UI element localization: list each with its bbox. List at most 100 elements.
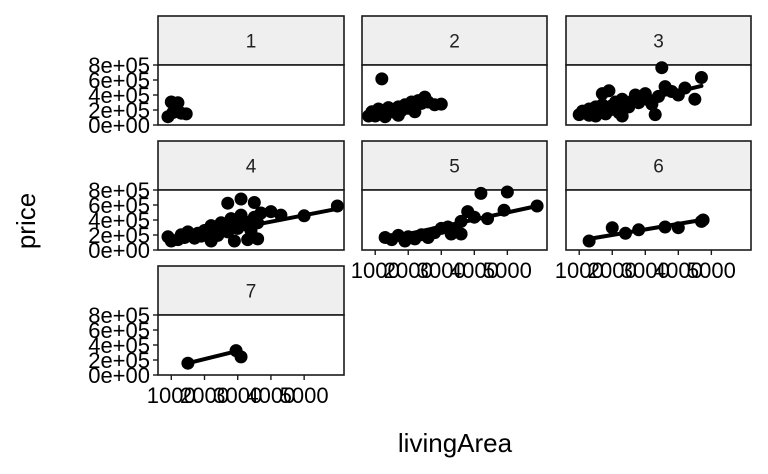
y-tick-label: 8e+05 — [88, 178, 150, 203]
y-tick-label: 0e+00 — [88, 363, 150, 388]
facet-strip-label: 5 — [449, 157, 460, 178]
data-point — [179, 107, 193, 121]
data-point — [694, 71, 708, 84]
data-point — [181, 356, 195, 370]
data-point — [671, 221, 685, 235]
data-point — [632, 223, 646, 237]
facet-strip — [157, 140, 345, 191]
data-point — [378, 110, 392, 124]
data-point — [658, 220, 672, 234]
data-point — [688, 92, 702, 106]
x-tick-label: 4000 — [246, 383, 295, 408]
y-tick-label: 2e+05 — [88, 98, 150, 123]
x-axis-title: livingArea — [398, 428, 513, 458]
data-point — [678, 81, 692, 95]
y-tick-label: 6e+05 — [88, 318, 150, 343]
x-tick-label: 3000 — [621, 258, 670, 283]
data-point — [602, 84, 616, 98]
data-point — [655, 61, 669, 75]
data-point — [264, 205, 278, 219]
x-tick-label: 2000 — [180, 383, 229, 408]
facet-strip — [157, 265, 345, 316]
x-tick-label: 5000 — [483, 258, 532, 283]
facet-strip-label: 2 — [449, 32, 460, 53]
data-point — [204, 234, 218, 248]
facet-strip — [565, 15, 752, 66]
data-point — [171, 96, 185, 110]
data-point — [605, 221, 619, 235]
data-point — [391, 108, 405, 122]
data-point — [530, 199, 544, 213]
y-tick-label: 6e+05 — [88, 68, 150, 93]
data-point — [500, 185, 514, 199]
data-point — [251, 232, 265, 246]
x-tick-label: 5000 — [280, 383, 329, 408]
data-point — [582, 234, 596, 248]
data-point — [434, 97, 448, 111]
data-point — [618, 226, 632, 240]
data-point — [251, 216, 265, 230]
data-point — [696, 213, 710, 227]
x-tick-label: 4000 — [654, 258, 703, 283]
x-tick-label: 1000 — [351, 258, 400, 283]
data-point — [247, 196, 261, 209]
y-tick-label: 8e+05 — [88, 303, 150, 328]
y-tick-label: 0e+00 — [88, 113, 150, 138]
data-point — [234, 192, 248, 206]
y-tick-label: 8e+05 — [88, 53, 150, 78]
facet-strip-label: 6 — [653, 157, 664, 178]
facet-strip-label: 4 — [246, 157, 257, 178]
plot-panel — [565, 189, 752, 251]
data-point — [241, 233, 255, 247]
facet-panel-3: 3 — [565, 15, 752, 126]
facet-strip — [361, 140, 548, 191]
y-tick-label: 0e+00 — [88, 238, 150, 263]
facet-strip — [361, 15, 548, 66]
data-point — [612, 106, 626, 119]
data-point — [221, 196, 235, 210]
facet-strip-label: 7 — [246, 282, 257, 303]
facet-strip-label: 3 — [653, 32, 664, 53]
y-tick-label: 4e+05 — [88, 208, 150, 233]
x-tick-label: 2000 — [384, 258, 433, 283]
facet-panel-2: 2 — [361, 15, 548, 126]
facet-strip — [157, 15, 345, 66]
data-point — [408, 105, 422, 119]
y-tick-label: 6e+05 — [88, 193, 150, 218]
data-point — [467, 210, 481, 224]
data-point — [652, 89, 665, 103]
y-tick-label: 4e+05 — [88, 333, 150, 358]
data-point — [297, 209, 311, 223]
data-point — [234, 350, 248, 364]
y-tick-label: 4e+05 — [88, 83, 150, 108]
x-tick-label: 1000 — [555, 258, 604, 283]
data-point — [481, 212, 495, 226]
y-axis-title: price — [11, 193, 41, 249]
data-point — [274, 208, 288, 222]
x-tick-label: 1000 — [147, 383, 196, 408]
regression-line — [185, 349, 239, 366]
data-point — [648, 108, 662, 122]
data-point — [444, 227, 458, 241]
data-point — [227, 234, 241, 248]
data-point — [368, 109, 382, 123]
y-tick-label: 2e+05 — [88, 223, 150, 248]
x-tick-label: 3000 — [417, 258, 466, 283]
x-tick-label: 4000 — [450, 258, 499, 283]
data-point — [497, 203, 511, 217]
y-tick-label: 2e+05 — [88, 348, 150, 373]
data-point — [330, 199, 344, 213]
data-point — [454, 227, 468, 241]
data-point — [599, 107, 613, 121]
data-point — [454, 214, 468, 228]
data-point — [254, 206, 268, 220]
x-tick-label: 5000 — [687, 258, 736, 283]
data-point — [375, 72, 389, 86]
data-point — [474, 186, 488, 200]
